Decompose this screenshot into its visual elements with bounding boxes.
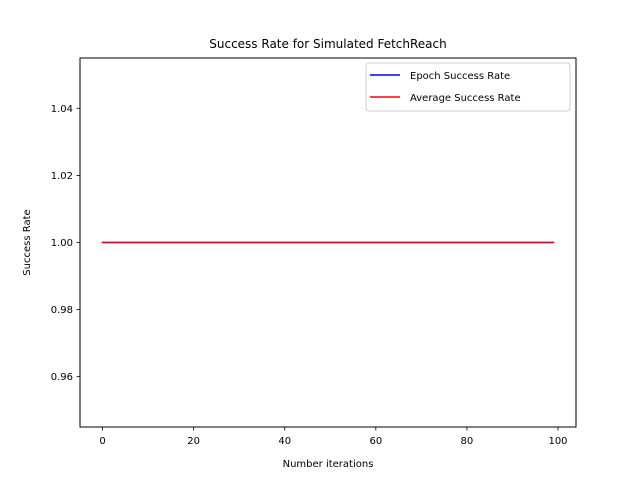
y-tick-label: 1.04 (51, 104, 73, 115)
y-tick-label: 0.96 (51, 372, 73, 383)
y-tick-label: 1.00 (51, 238, 73, 249)
legend: Epoch Success Rate Average Success Rate (365, 62, 571, 112)
x-axis-label: Number iterations (283, 459, 374, 470)
chart-title: Success Rate for Simulated FetchReach (209, 37, 447, 51)
y-tick-label: 0.98 (51, 305, 73, 316)
x-tick-label: 20 (187, 436, 200, 447)
y-axis-ticks: 0.96 0.98 1.00 1.02 1.04 (51, 104, 80, 383)
legend-label-average-success-rate: Average Success Rate (410, 93, 521, 104)
x-tick-label: 0 (99, 436, 105, 447)
x-tick-label: 80 (461, 436, 474, 447)
plot-area: 0 20 40 60 80 100 0.96 0.98 1.00 1.02 1.04 (51, 57, 577, 447)
y-tick-label: 1.02 (51, 171, 73, 182)
y-axis-label: Success Rate (22, 209, 33, 275)
legend-label-epoch-success-rate: Epoch Success Rate (410, 71, 510, 82)
x-axis-ticks: 0 20 40 60 80 100 (99, 427, 568, 447)
x-tick-label: 60 (369, 436, 382, 447)
x-tick-label: 100 (548, 436, 567, 447)
legend-box (365, 62, 571, 112)
x-tick-label: 40 (278, 436, 291, 447)
